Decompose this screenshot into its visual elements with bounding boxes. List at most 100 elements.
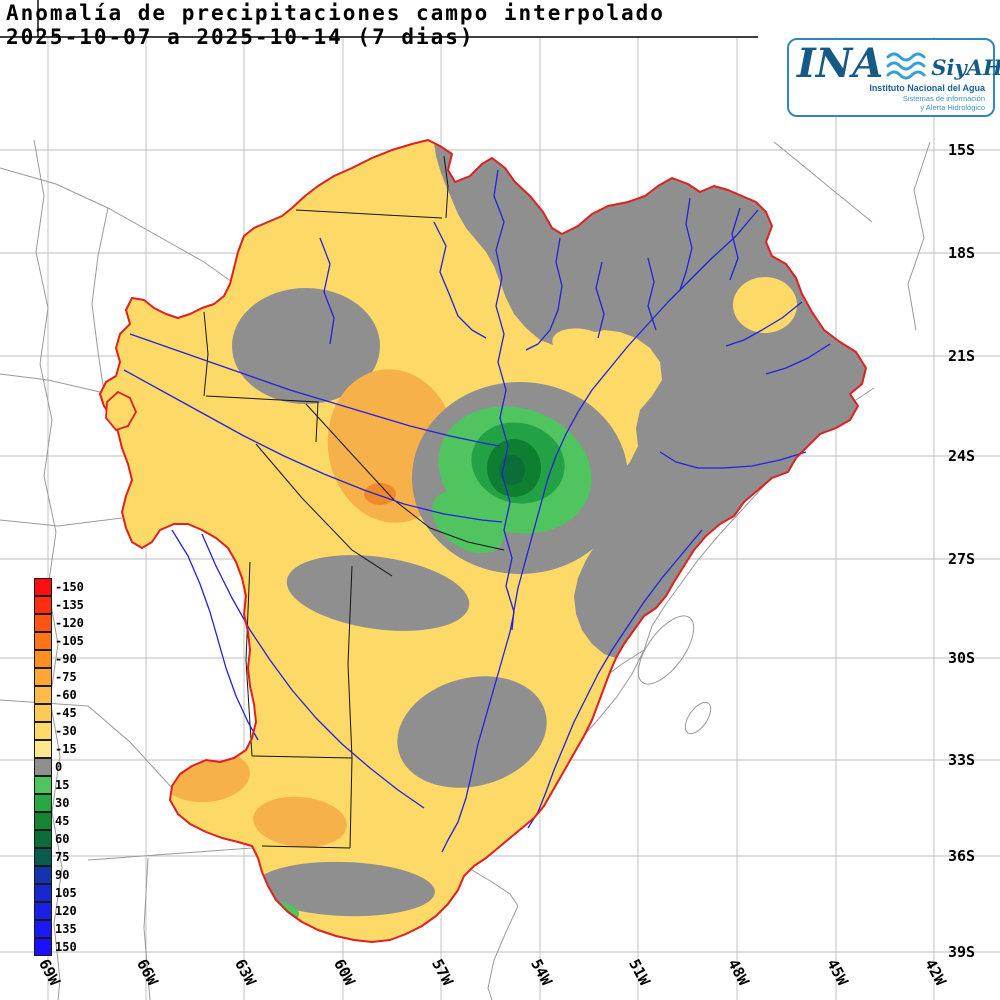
legend-value-label: -105 xyxy=(55,634,84,648)
yellow-pocket-center xyxy=(552,328,612,362)
map-title: Anomalía de precipitaciones campo interp… xyxy=(6,1,665,25)
paraguay-bolivia-border xyxy=(295,209,443,219)
legend-color-swatch xyxy=(34,830,52,848)
lagoa-mirim xyxy=(684,701,712,735)
legend-value-label: 30 xyxy=(55,796,70,810)
anomaly-fill-regions xyxy=(162,142,866,927)
legend-color-swatch xyxy=(34,758,52,776)
brazil-tributary-2 xyxy=(729,207,741,281)
orange-region-south xyxy=(253,796,347,848)
buenosaires-west-border xyxy=(349,757,353,849)
salado-river xyxy=(201,533,425,809)
lagoa-dos-patos xyxy=(637,615,695,685)
legend-value-label: 45 xyxy=(55,814,70,828)
legend-value-label: 105 xyxy=(55,886,77,900)
bolivia-brazil-border xyxy=(443,155,449,219)
map-header: Anomalía de precipitaciones campo interp… xyxy=(6,1,665,49)
legend-color-swatch xyxy=(34,884,52,902)
chaco-border-horizontal xyxy=(205,395,319,443)
legend-row: -30 xyxy=(34,722,84,740)
legend-color-swatch xyxy=(34,668,52,686)
legend-value-label: -45 xyxy=(55,706,77,720)
legend-value-label: -135 xyxy=(55,598,84,612)
legend-value-label: 150 xyxy=(55,940,77,954)
dulce-river xyxy=(171,529,259,741)
legend-row: 75 xyxy=(34,848,84,866)
brazil-tributary-3 xyxy=(725,301,803,347)
legend-row: 15 xyxy=(34,776,84,794)
logo-subtitle-alert: y Alerta Hidrológico xyxy=(920,102,985,112)
cordoba-south-border xyxy=(251,755,353,759)
legend-row: 120 xyxy=(34,902,84,920)
legend-color-swatch xyxy=(34,848,52,866)
lapampa-north-border xyxy=(87,847,253,861)
cordoba-west-border xyxy=(245,561,253,757)
legend-color-swatch xyxy=(34,686,52,704)
legend-color-swatch xyxy=(34,632,52,650)
logo-subtitle-systems: Sistemas de información xyxy=(902,93,985,103)
legend-color-swatch xyxy=(34,650,52,668)
legend-color-swatch xyxy=(34,596,52,614)
ina-siyah-logo: INA SiyAH Instituto Nacional del Agua Si… xyxy=(787,38,1000,117)
legend-row: 105 xyxy=(34,884,84,902)
legend-color-swatch xyxy=(34,776,52,794)
legend-row: 90 xyxy=(34,866,84,884)
legend-row: -120 xyxy=(34,614,84,632)
lapampa-east-border xyxy=(143,857,151,1000)
parana-river-upper xyxy=(511,209,759,631)
legend-row: -75 xyxy=(34,668,84,686)
gray-region-chaco-west xyxy=(232,288,380,404)
formosa-chaco-diagonal xyxy=(305,403,431,529)
legend-row: -135 xyxy=(34,596,84,614)
west-border-line xyxy=(0,373,101,393)
political-borders xyxy=(203,155,505,849)
upper-paraguay-tributary xyxy=(433,221,487,339)
bolivia-border-line xyxy=(0,167,233,283)
legend-row: 30 xyxy=(34,794,84,812)
brazil-tributary-1 xyxy=(679,197,693,291)
legend-value-label: 0 xyxy=(55,760,63,774)
santafe-north-border xyxy=(429,527,505,551)
legend-color-swatch xyxy=(34,614,52,632)
gray-region-central-band xyxy=(286,555,470,631)
legend-row: -150 xyxy=(34,578,84,596)
legend-color-swatch xyxy=(34,704,52,722)
cordoba-santafe-border xyxy=(347,565,353,759)
legend-value-label: 75 xyxy=(55,850,70,864)
iguazu-river xyxy=(659,451,807,469)
legend-value-label: 60 xyxy=(55,832,70,846)
waves-icon xyxy=(886,51,930,85)
uruguay-river xyxy=(527,529,703,829)
northwest-tributary xyxy=(319,237,335,345)
logo-subtitle-institute: Instituto Nacional del Agua xyxy=(869,83,985,93)
jejui-river xyxy=(525,237,563,351)
legend-row: -105 xyxy=(34,632,84,650)
rivers xyxy=(123,169,831,853)
legend-color-swatch xyxy=(34,578,52,596)
legend: -150 -135 -120 -105 -90 -75 -60 -45 -30 -15 0 15 30 4… xyxy=(34,578,84,956)
ina-logo-text: INA xyxy=(797,40,884,87)
bermejo-river xyxy=(123,369,503,523)
salta-east-border xyxy=(203,311,209,397)
legend-value-label: 15 xyxy=(55,778,70,792)
siyah-logo-text: SiyAH xyxy=(931,55,1000,80)
legend-value-label: -15 xyxy=(55,742,77,756)
legend-color-swatch xyxy=(34,938,52,956)
brazil-tributary-6 xyxy=(595,261,605,339)
legend-row: -90 xyxy=(34,650,84,668)
legend-value-label: -150 xyxy=(55,580,84,594)
legend-value-label: 90 xyxy=(55,868,70,882)
brazil-state-border-1 xyxy=(773,141,873,223)
legend-row: 0 xyxy=(34,758,84,776)
brazil-tributary-4 xyxy=(765,343,831,375)
legend-value-label: -120 xyxy=(55,616,84,630)
green-light-tail xyxy=(431,490,505,554)
legend-color-swatch xyxy=(34,794,52,812)
legend-color-swatch xyxy=(34,902,52,920)
legend-value-label: 135 xyxy=(55,922,77,936)
legend-color-swatch xyxy=(34,722,52,740)
legend-row: -60 xyxy=(34,686,84,704)
legend-color-swatch xyxy=(34,812,52,830)
gray-region-bottom-strip xyxy=(255,861,435,917)
legend-color-swatch xyxy=(34,920,52,938)
